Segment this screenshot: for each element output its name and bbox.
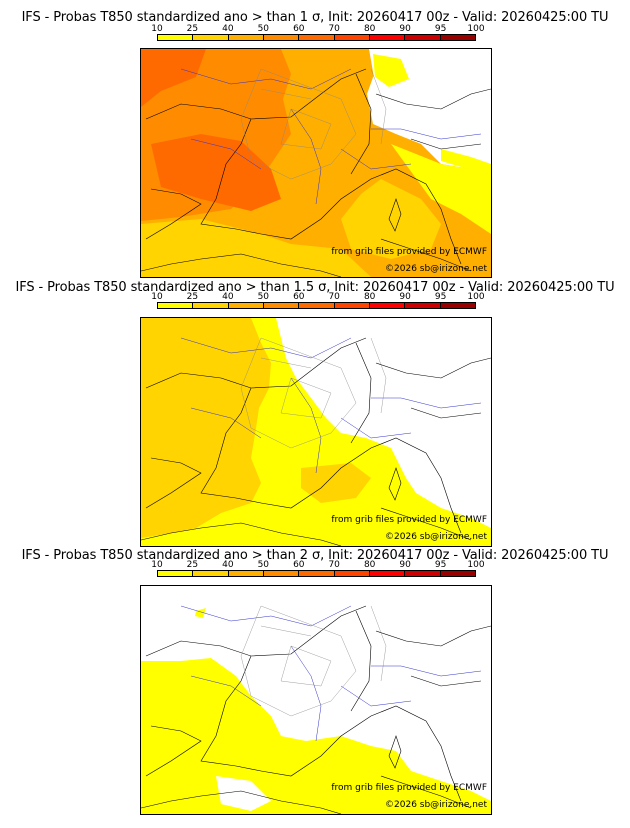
color-swatch <box>193 35 229 40</box>
panel-title: IFS - Probas T850 standardized ano > tha… <box>15 280 615 295</box>
color-swatch <box>158 35 194 40</box>
color-swatch <box>263 35 300 40</box>
color-bar <box>157 302 476 309</box>
legend-tick: 40 <box>222 24 234 34</box>
color-swatch <box>263 571 300 576</box>
color-swatch <box>369 571 406 576</box>
legend-tick: 90 <box>399 560 411 570</box>
legend-tick: 50 <box>257 292 270 302</box>
color-swatch <box>193 571 229 576</box>
color-swatch <box>299 571 335 576</box>
color-swatch <box>405 303 441 308</box>
legend-tick: 80 <box>363 560 376 570</box>
color-swatch <box>405 571 441 576</box>
color-swatch <box>405 35 441 40</box>
color-swatch <box>440 35 475 40</box>
color-swatch <box>334 303 370 308</box>
legend-ticks: 10 25 40 50 60 70 80 90 95 100 <box>151 24 484 34</box>
legend-tick: 60 <box>293 24 305 34</box>
map-graphic <box>141 586 491 814</box>
legend-tick: 70 <box>328 292 340 302</box>
color-swatch <box>369 35 406 40</box>
legend-tick: 80 <box>363 24 376 34</box>
legend-tick: 10 <box>151 560 163 570</box>
color-swatch <box>334 571 370 576</box>
legend-tick: 50 <box>257 24 270 34</box>
panel-title: IFS - Probas T850 standardized ano > tha… <box>21 10 609 25</box>
legend-tick: 95 <box>434 24 447 34</box>
legend-tick: 70 <box>328 560 340 570</box>
color-swatch <box>369 303 406 308</box>
map-credit-source: from grib files provided by ECMWF <box>331 515 487 525</box>
map-graphic <box>141 49 491 277</box>
color-swatch <box>158 303 194 308</box>
probability-map: from grib files provided by ECMWF ©2026 … <box>140 585 492 815</box>
map-credit-source: from grib files provided by ECMWF <box>331 247 487 257</box>
legend-tick: 40 <box>222 292 234 302</box>
legend-tick: 40 <box>222 560 234 570</box>
probability-map: from grib files provided by ECMWF ©2026 … <box>140 48 492 278</box>
color-swatch <box>440 303 475 308</box>
color-swatch <box>440 571 475 576</box>
color-swatch <box>193 303 229 308</box>
color-swatch <box>299 35 335 40</box>
legend-tick: 70 <box>328 24 340 34</box>
legend-tick: 80 <box>363 292 376 302</box>
legend-tick: 90 <box>399 24 411 34</box>
color-bar <box>157 34 476 41</box>
color-swatch <box>263 303 300 308</box>
legend-tick: 60 <box>293 560 305 570</box>
legend-tick: 90 <box>399 292 411 302</box>
legend-tick: 100 <box>467 560 485 570</box>
color-swatch <box>158 571 194 576</box>
legend-ticks: 10 25 40 50 60 70 80 90 95 100 <box>151 292 484 302</box>
legend-tick: 25 <box>186 292 199 302</box>
color-swatch <box>228 35 264 40</box>
legend-tick: 25 <box>186 24 199 34</box>
legend-tick: 100 <box>467 292 485 302</box>
map-credit-copyright: ©2026 sb@irizone.net <box>385 532 487 542</box>
probability-map: from grib files provided by ECMWF ©2026 … <box>140 317 492 547</box>
color-swatch <box>228 303 264 308</box>
legend-tick: 25 <box>186 560 199 570</box>
legend-tick: 100 <box>467 24 485 34</box>
legend-tick: 50 <box>257 560 270 570</box>
legend-tick: 10 <box>151 292 163 302</box>
legend-tick: 95 <box>434 560 447 570</box>
color-swatch <box>334 35 370 40</box>
legend-ticks: 10 25 40 50 60 70 80 90 95 100 <box>151 560 484 570</box>
legend-tick: 10 <box>151 24 163 34</box>
map-credit-copyright: ©2026 sb@irizone.net <box>385 800 487 810</box>
color-swatch <box>299 303 335 308</box>
map-graphic <box>141 318 491 546</box>
legend-tick: 95 <box>434 292 447 302</box>
color-swatch <box>228 571 264 576</box>
color-bar <box>157 570 476 577</box>
legend-tick: 60 <box>293 292 305 302</box>
panel-title: IFS - Probas T850 standardized ano > tha… <box>21 548 609 563</box>
map-credit-source: from grib files provided by ECMWF <box>331 783 487 793</box>
map-credit-copyright: ©2026 sb@irizone.net <box>385 264 487 274</box>
